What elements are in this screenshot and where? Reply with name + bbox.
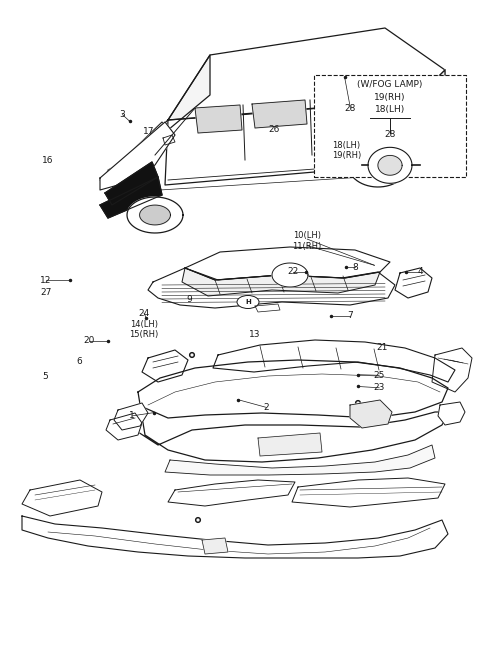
Text: 26: 26 [268,125,279,134]
Ellipse shape [237,295,259,309]
Polygon shape [100,55,210,180]
Text: 27: 27 [40,288,51,297]
Text: 16: 16 [42,156,54,165]
Circle shape [417,357,419,359]
Polygon shape [182,268,380,296]
Text: 5: 5 [43,372,48,381]
Text: 28: 28 [384,130,396,140]
Polygon shape [272,263,308,287]
Text: 23: 23 [373,383,385,392]
Text: 22: 22 [287,267,299,276]
Text: 20: 20 [83,336,95,345]
Polygon shape [252,100,307,128]
Polygon shape [100,177,162,218]
Circle shape [163,356,168,360]
Text: 28: 28 [345,103,356,113]
Polygon shape [368,147,412,183]
Polygon shape [438,402,465,425]
Text: 11(RH): 11(RH) [293,242,322,252]
Circle shape [357,402,359,404]
Polygon shape [255,304,280,312]
Polygon shape [317,95,400,123]
Text: 25: 25 [373,371,385,380]
Polygon shape [106,413,142,440]
Circle shape [453,407,457,413]
Polygon shape [165,70,445,185]
Polygon shape [432,348,472,392]
Polygon shape [258,433,322,456]
Polygon shape [148,268,395,308]
Text: 10(LH): 10(LH) [293,231,321,240]
Text: 7: 7 [348,311,353,320]
Polygon shape [395,268,432,298]
Circle shape [369,262,371,264]
Polygon shape [165,445,435,475]
Polygon shape [100,122,175,190]
Polygon shape [361,153,395,177]
Circle shape [377,405,383,409]
Text: 14(LH): 14(LH) [130,320,158,329]
Text: 17: 17 [143,126,155,136]
Text: 19(RH): 19(RH) [374,93,406,102]
Text: 6: 6 [76,357,82,366]
Circle shape [197,519,199,521]
Circle shape [418,282,422,286]
Polygon shape [350,400,392,428]
Text: H: H [245,299,251,305]
Polygon shape [163,135,175,145]
Polygon shape [105,162,158,205]
Circle shape [367,260,373,266]
Circle shape [379,406,381,408]
Text: 12: 12 [40,276,51,285]
Text: 4: 4 [417,267,423,276]
Polygon shape [202,538,228,554]
Polygon shape [127,197,183,233]
Circle shape [163,369,168,375]
Polygon shape [378,155,402,176]
Polygon shape [395,70,445,165]
Polygon shape [142,350,188,382]
Polygon shape [185,247,390,280]
Polygon shape [213,340,455,382]
Circle shape [454,409,456,411]
Text: 18(LH): 18(LH) [333,141,360,150]
Polygon shape [140,205,170,225]
Circle shape [416,269,420,274]
Text: 13: 13 [249,329,260,339]
Circle shape [191,354,193,356]
Text: 8: 8 [352,263,358,272]
Polygon shape [138,360,448,462]
Text: 21: 21 [376,343,387,352]
Circle shape [164,357,166,359]
Text: 1: 1 [129,411,135,421]
Circle shape [356,400,360,405]
Polygon shape [195,105,242,133]
Text: 2: 2 [264,403,269,412]
Text: (W/FOG LAMP): (W/FOG LAMP) [357,81,423,89]
Circle shape [190,352,194,358]
Circle shape [164,371,166,373]
Text: 18(LH): 18(LH) [375,105,405,115]
Text: 3: 3 [120,110,125,119]
Polygon shape [292,478,445,507]
Polygon shape [105,122,170,177]
Polygon shape [114,403,148,430]
Circle shape [195,517,201,523]
Text: 24: 24 [138,309,150,318]
Polygon shape [22,516,448,558]
Polygon shape [348,143,408,187]
Text: 15(RH): 15(RH) [130,329,158,339]
Polygon shape [168,28,445,120]
Polygon shape [168,480,295,506]
Polygon shape [22,480,102,516]
Text: 19(RH): 19(RH) [332,151,361,160]
Circle shape [416,356,420,360]
Circle shape [417,271,419,273]
Text: 9: 9 [187,295,192,304]
Circle shape [419,283,421,285]
Bar [314,75,466,177]
